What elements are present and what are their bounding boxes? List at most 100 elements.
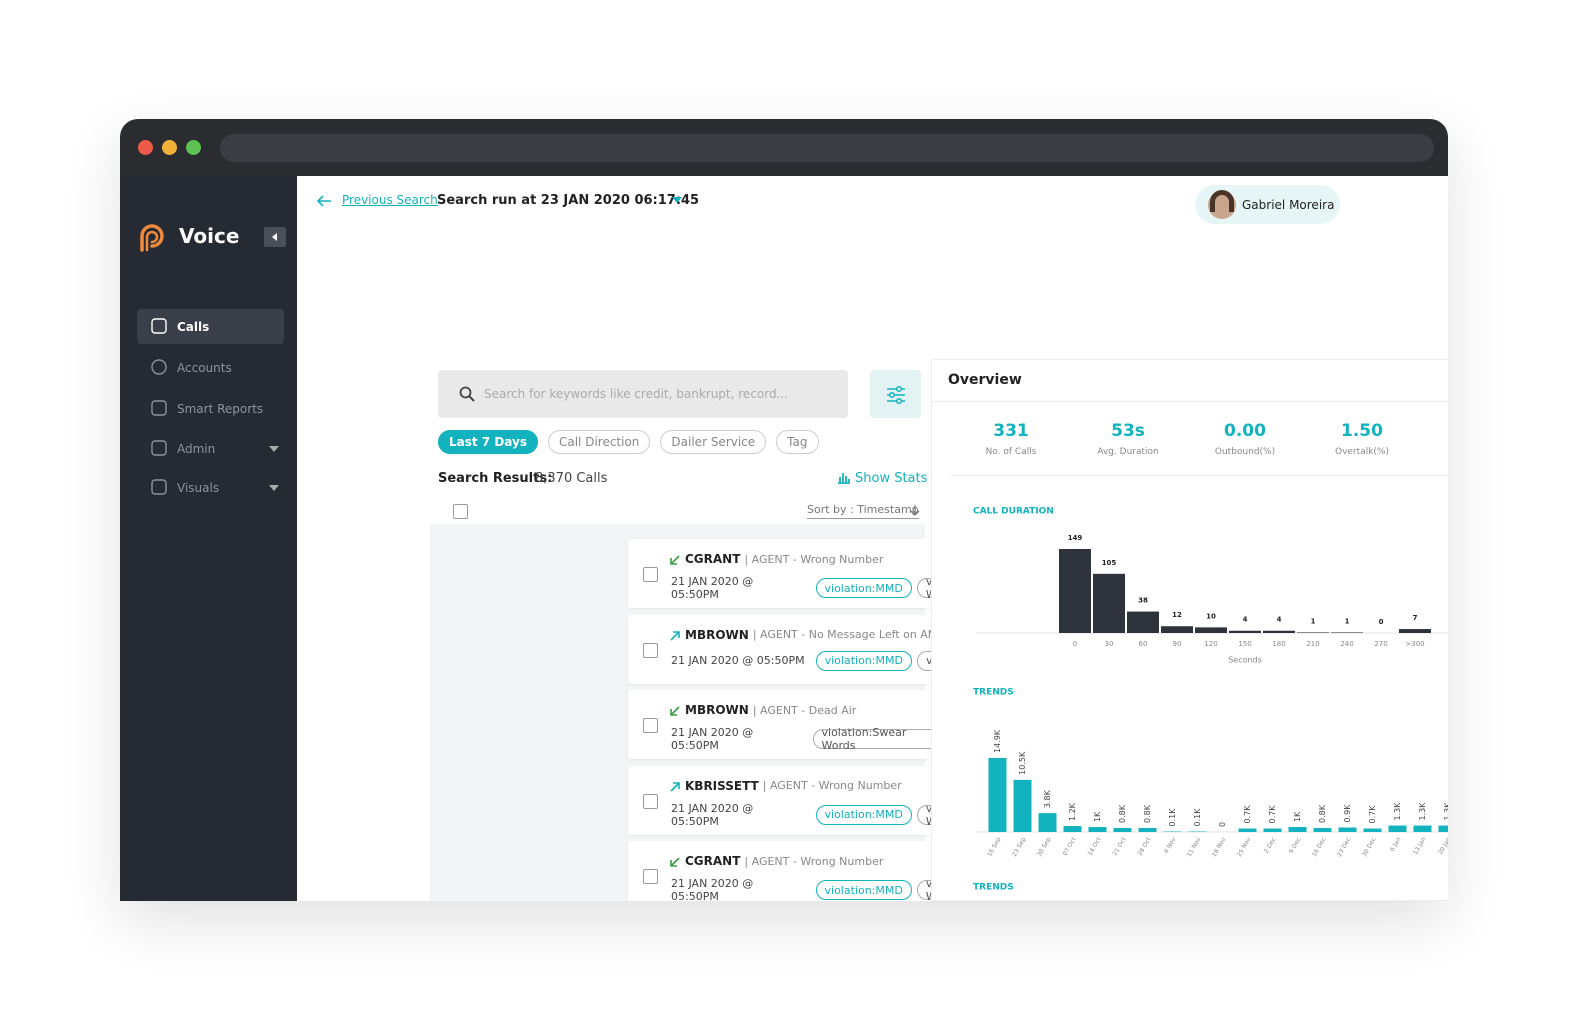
collapse-button[interactable] — [264, 227, 286, 247]
call-date: 21 JAN 2020 @ 05:50PM — [671, 801, 754, 828]
filter-button[interactable] — [870, 370, 921, 418]
bar — [1399, 629, 1431, 633]
stats-icon — [838, 473, 850, 484]
bar — [1263, 630, 1295, 633]
direction-icon — [670, 630, 680, 641]
previous-search-link[interactable]: Previous Search — [342, 193, 438, 207]
avatar — [1208, 190, 1236, 219]
direction-icon — [670, 857, 680, 868]
agent-name: MBROWN — [685, 703, 749, 718]
run-dropdown[interactable] — [671, 196, 683, 204]
agent-name: CGRANT — [685, 854, 741, 869]
bar-label: 1.3K — [1443, 802, 1448, 821]
call-date: 21 JAN 2020 @ 05:50PM — [671, 877, 754, 901]
close-dot[interactable] — [138, 140, 153, 155]
filter-chip[interactable]: Dailer Service — [660, 430, 767, 454]
bar — [1038, 813, 1057, 832]
call-checkbox[interactable] — [643, 718, 658, 734]
collapse-arrow — [272, 233, 277, 241]
call-date: 21 JAN 2020 @ 05:50PM — [671, 575, 754, 601]
bar-label: 105 — [1102, 559, 1117, 567]
bar — [1413, 825, 1432, 832]
violation-tag[interactable]: violation:MMD — [815, 804, 912, 825]
bar-label: 0.8K — [1118, 804, 1127, 823]
x-tick-label: 270 — [1374, 640, 1387, 648]
x-tick-label: 4 Nov — [1163, 836, 1178, 855]
nav-item[interactable]: Calls — [137, 309, 284, 344]
call-checkbox[interactable] — [643, 869, 658, 885]
nav-item[interactable]: Accounts — [137, 350, 284, 385]
bar-label: 1 — [1345, 617, 1350, 625]
filter-chip[interactable]: Call Direction — [547, 430, 651, 454]
x-tick-label: 150 — [1238, 640, 1251, 648]
search-input[interactable]: Search for keywords like credit, bankrup… — [438, 370, 848, 418]
show-stats[interactable]: Show Stats — [855, 471, 928, 486]
direction-arrow — [670, 781, 680, 792]
violation-tag[interactable]: violation:MMD — [815, 880, 912, 901]
nav-item[interactable]: Smart Reports — [137, 391, 284, 426]
sort-arrow — [910, 505, 920, 516]
bar-label: 0.7K — [1368, 805, 1377, 824]
x-tick-label: >300 — [1405, 640, 1424, 648]
bar — [1161, 626, 1193, 633]
stat-value: 0.00 — [1224, 421, 1266, 441]
charts: CALL DURATION149010530386012901012041504… — [973, 507, 1448, 893]
results-list: CGRANT| AGENT - Wrong Number021m 5s21 JA… — [430, 524, 1111, 901]
x-tick-label: 28 Oct — [1137, 836, 1153, 857]
stats-bars — [838, 473, 850, 484]
stat-label: Overtalk(%) — [1335, 447, 1389, 457]
bar — [1338, 827, 1357, 832]
bar — [1093, 573, 1125, 633]
nav-item[interactable]: Admin — [137, 431, 284, 466]
bar — [1195, 627, 1227, 633]
logo — [140, 224, 164, 252]
maximize-dot[interactable] — [186, 140, 201, 155]
main: Previous Search Search run at 23 JAN 202… — [297, 176, 1448, 901]
address-bar[interactable] — [220, 134, 1434, 162]
filter-chip[interactable]: Tag — [776, 430, 819, 454]
bar — [1297, 632, 1329, 633]
logo-arc-inner — [145, 230, 159, 252]
agent-name: CGRANT — [685, 552, 741, 566]
back-arrow[interactable] — [315, 194, 333, 208]
violation-tag[interactable]: violation:MMD — [815, 650, 912, 671]
call-title: KBRISSETT | AGENT - Wrong Number — [685, 779, 902, 793]
x-tick-label: 11 Nov — [1186, 836, 1203, 858]
bar — [1013, 779, 1032, 832]
nav-item[interactable]: Visuals — [137, 470, 284, 505]
bar-label: 0.7K — [1243, 805, 1252, 824]
bar-label: 1 — [1311, 617, 1316, 625]
x-tick-label: 30 Sep — [1036, 836, 1053, 858]
violation-tag[interactable]: violation:MMD — [815, 578, 912, 598]
nav-caret — [269, 485, 279, 491]
bar-label: 1.3K — [1418, 802, 1427, 821]
results-count: 8,370 Calls — [535, 471, 608, 486]
stat-label: Avg. Duration — [1097, 447, 1159, 457]
bar-label: 4 — [1243, 616, 1248, 624]
bar-label: 149 — [1068, 534, 1083, 542]
sort-control[interactable]: Sort by : Timestamp — [807, 503, 919, 519]
nav-icon-shape — [151, 479, 167, 495]
bar — [1229, 630, 1261, 633]
call-desc: | AGENT - Wrong Number — [744, 552, 884, 566]
bar — [1088, 827, 1107, 832]
bar — [1388, 825, 1407, 832]
x-tick-label: 23 Sep — [1011, 836, 1028, 858]
logo-arc — [140, 224, 164, 252]
select-all-checkbox[interactable] — [453, 504, 468, 519]
call-checkbox[interactable] — [643, 567, 658, 582]
browser-bar — [120, 119, 1448, 176]
bar — [1063, 826, 1082, 832]
stat-value: 1.50 — [1341, 421, 1383, 441]
minimize-dot[interactable] — [162, 140, 177, 155]
nav-icon — [151, 479, 167, 495]
call-checkbox[interactable] — [643, 793, 658, 809]
violation-tag[interactable]: violation:Swear Words — [812, 726, 951, 752]
nav-icon — [151, 400, 167, 416]
filter-chip[interactable]: Last 7 Days — [438, 430, 538, 454]
call-checkbox[interactable] — [643, 642, 658, 658]
x-tick-label: 210 — [1306, 640, 1319, 648]
call-desc: | AGENT - Wrong Number — [744, 854, 884, 868]
app-window: Voice Calls Accounts Smart Reports Admin Vis… — [120, 119, 1448, 901]
knob — [895, 385, 903, 393]
